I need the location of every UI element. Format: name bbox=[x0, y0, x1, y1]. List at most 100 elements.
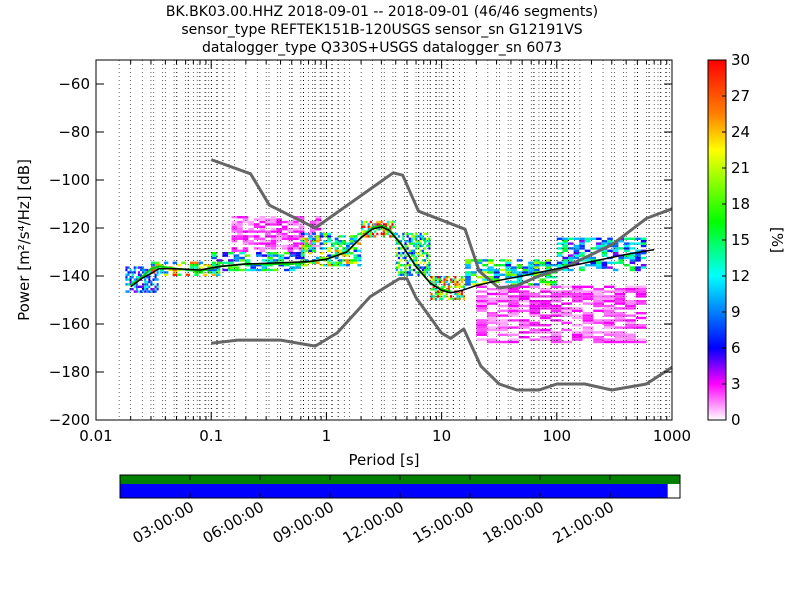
density-cell bbox=[233, 266, 240, 269]
density-cell bbox=[404, 254, 407, 257]
density-cell bbox=[270, 240, 277, 243]
density-cell bbox=[309, 220, 316, 224]
density-cell bbox=[417, 254, 420, 257]
density-cell bbox=[181, 261, 186, 264]
density-cell bbox=[287, 230, 294, 233]
density-cell bbox=[413, 252, 416, 255]
density-cell bbox=[562, 259, 569, 262]
density-cell bbox=[482, 259, 489, 262]
x-axis-label: Period [s] bbox=[348, 451, 419, 469]
density-cell bbox=[635, 295, 647, 298]
density-cell bbox=[125, 273, 128, 276]
density-cell bbox=[146, 288, 149, 291]
density-cell bbox=[284, 264, 290, 267]
density-cell bbox=[369, 235, 372, 238]
density-cell bbox=[603, 300, 615, 303]
density-cell bbox=[568, 256, 574, 260]
density-cell bbox=[334, 256, 339, 260]
colorbar: 0 3 6 9 12 15 18 21 24 27 30 [%] bbox=[707, 51, 786, 429]
density-cell bbox=[267, 252, 273, 255]
density-cell bbox=[561, 302, 572, 305]
density-cell bbox=[146, 283, 149, 286]
density-cell bbox=[550, 304, 562, 308]
density-cell bbox=[499, 264, 506, 267]
density-cell bbox=[154, 290, 157, 293]
density-cell bbox=[363, 223, 366, 226]
density-cell bbox=[556, 254, 563, 257]
density-cell bbox=[454, 297, 457, 300]
density-cell bbox=[465, 273, 471, 276]
density-cell bbox=[382, 223, 385, 226]
density-cell bbox=[346, 242, 350, 245]
density-cell bbox=[237, 249, 243, 252]
density-cell bbox=[393, 225, 396, 228]
density-cell bbox=[417, 242, 420, 245]
density-cell bbox=[357, 256, 362, 260]
density-cell bbox=[476, 276, 483, 279]
density-cell bbox=[486, 312, 498, 315]
density-cell bbox=[590, 261, 597, 264]
density-cell bbox=[376, 228, 379, 231]
density-cell bbox=[397, 271, 401, 274]
density-cell bbox=[415, 252, 418, 255]
density-cell bbox=[426, 271, 429, 274]
density-cell bbox=[237, 220, 243, 224]
density-cell bbox=[476, 290, 487, 293]
density-cell bbox=[154, 276, 157, 279]
density-cell bbox=[281, 225, 288, 228]
density-cell bbox=[454, 283, 457, 286]
density-cell bbox=[635, 237, 641, 240]
density-cell bbox=[284, 252, 290, 255]
density-cell bbox=[436, 292, 440, 296]
density-cell bbox=[486, 302, 498, 305]
colorbar-tick-label: 18 bbox=[731, 195, 750, 213]
density-cell bbox=[561, 290, 572, 293]
density-cell bbox=[265, 242, 271, 245]
density-cell bbox=[265, 240, 271, 243]
density-cell bbox=[148, 276, 151, 279]
density-cell bbox=[568, 237, 574, 240]
density-cell bbox=[625, 338, 636, 341]
density-cell bbox=[476, 304, 487, 308]
density-cell bbox=[601, 266, 608, 269]
density-cell bbox=[415, 235, 418, 238]
density-cell bbox=[384, 223, 388, 226]
density-cell bbox=[497, 309, 509, 312]
density-cell bbox=[323, 256, 328, 260]
density-cell bbox=[231, 220, 238, 224]
density-cell bbox=[261, 259, 268, 262]
density-cell bbox=[144, 268, 147, 272]
density-cell bbox=[152, 283, 155, 286]
density-cell bbox=[278, 256, 285, 260]
density-cell bbox=[295, 254, 301, 257]
density-cell bbox=[497, 288, 509, 291]
density-cell bbox=[127, 278, 130, 281]
density-cell bbox=[276, 220, 282, 224]
density-cell bbox=[202, 264, 208, 267]
density-cell bbox=[449, 285, 453, 288]
density-cell bbox=[590, 259, 597, 262]
density-cell bbox=[406, 247, 409, 250]
density-cell bbox=[571, 309, 583, 312]
density-cell bbox=[432, 297, 435, 300]
density-cell bbox=[309, 223, 316, 226]
density-cell bbox=[445, 292, 448, 296]
density-cell bbox=[242, 249, 249, 252]
density-cell bbox=[614, 295, 626, 298]
density-cell bbox=[476, 295, 487, 298]
density-cell bbox=[239, 268, 245, 272]
density-cell bbox=[593, 300, 604, 303]
density-cell bbox=[582, 331, 594, 334]
density-cell bbox=[369, 230, 372, 233]
density-cell bbox=[458, 285, 461, 288]
density-cell bbox=[152, 288, 155, 291]
density-cell bbox=[533, 259, 540, 262]
density-cell bbox=[211, 264, 217, 267]
density-cell bbox=[270, 223, 277, 226]
density-cell bbox=[402, 232, 405, 236]
density-cell bbox=[376, 223, 379, 226]
density-cell bbox=[508, 312, 519, 315]
density-cell bbox=[522, 266, 529, 269]
density-cell bbox=[601, 264, 608, 267]
density-cell bbox=[624, 242, 630, 245]
